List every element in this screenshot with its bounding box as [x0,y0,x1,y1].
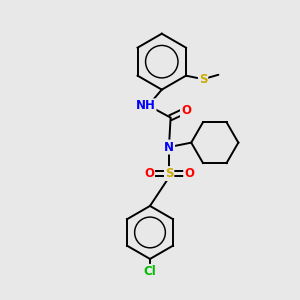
Text: NH: NH [136,99,155,112]
Text: S: S [199,73,207,86]
Text: Cl: Cl [144,265,156,278]
Text: O: O [181,104,191,117]
Text: O: O [184,167,194,180]
Text: N: N [164,141,174,154]
Text: S: S [165,167,173,180]
Text: O: O [144,167,154,180]
